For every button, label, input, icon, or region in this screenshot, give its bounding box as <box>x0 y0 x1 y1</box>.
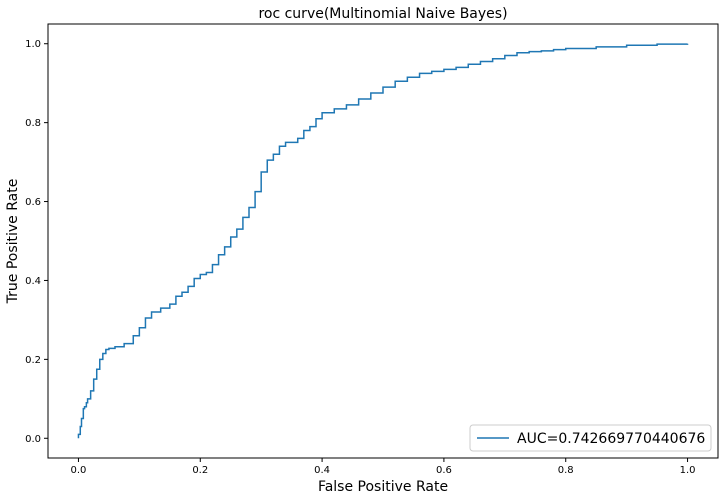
y-tick-label: 0.2 <box>25 355 41 366</box>
legend-box <box>469 424 712 452</box>
x-axis: 0.0 0.2 0.4 0.6 0.8 1.0 <box>71 458 696 476</box>
series-layer <box>77 43 689 439</box>
y-tick-label: 0.4 <box>25 276 41 287</box>
y-tick-label: 0.0 <box>25 434 41 445</box>
x-tick-label: 1.0 <box>680 465 696 476</box>
chart-title: roc curve(Multinomial Naive Bayes) <box>258 6 507 22</box>
legend: AUC=0.742669770440676 <box>469 424 712 452</box>
y-axis-label: True Positive Rate <box>5 179 21 305</box>
y-tick-label: 1.0 <box>25 39 41 50</box>
legend-label: AUC=0.742669770440676 <box>517 431 705 447</box>
y-tick-label: 0.8 <box>25 118 41 129</box>
x-tick-label: 0.0 <box>71 465 87 476</box>
y-axis: 0.0 0.2 0.4 0.6 0.8 1.0 <box>25 39 48 445</box>
plot-area <box>47 23 719 459</box>
x-tick-label: 0.4 <box>314 465 330 476</box>
roc-curve-line <box>77 43 689 439</box>
plot-frame <box>47 23 719 459</box>
x-axis-label: False Positive Rate <box>318 479 448 495</box>
x-tick-label: 0.8 <box>558 465 574 476</box>
x-tick-label: 0.2 <box>192 465 208 476</box>
y-tick-label: 0.6 <box>25 197 41 208</box>
x-tick-label: 0.6 <box>436 465 452 476</box>
